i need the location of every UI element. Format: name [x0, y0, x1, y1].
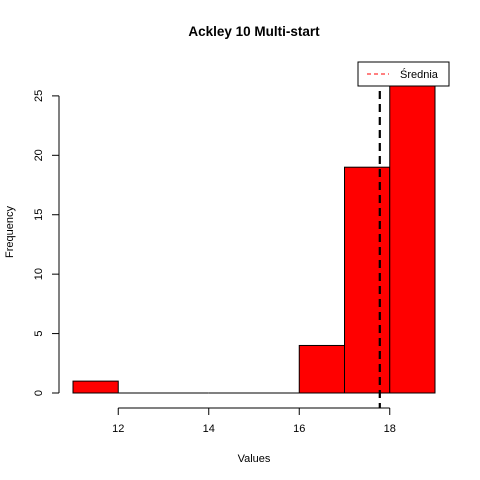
histogram-bar	[298, 344, 345, 394]
x-tick-label: 12	[112, 423, 124, 435]
y-axis: 0 5 10 15 20 25	[33, 90, 60, 396]
histogram-bar	[72, 380, 119, 394]
y-tick-label: 10	[33, 268, 45, 280]
x-tick-label: 16	[293, 423, 305, 435]
legend-label: Średnia	[400, 68, 439, 81]
x-tick-label: 18	[384, 423, 396, 435]
histogram-bar	[389, 83, 436, 394]
legend: Średnia	[357, 61, 450, 87]
y-tick-label: 15	[33, 209, 45, 221]
x-axis-label: Values	[238, 453, 271, 465]
x-tick-label: 14	[203, 423, 215, 435]
legend-box	[357, 61, 450, 87]
chart-title: Ackley 10 Multi-start	[188, 24, 320, 39]
y-axis-label: Frequency	[4, 206, 16, 258]
y-tick-label: 20	[33, 149, 45, 161]
bars-group	[72, 83, 436, 394]
y-tick-label: 25	[33, 90, 45, 102]
y-tick-label: 0	[33, 390, 45, 396]
y-tick-label: 5	[33, 331, 45, 337]
x-axis: 12 14 16 18	[112, 407, 396, 435]
histogram-bar	[344, 166, 391, 394]
